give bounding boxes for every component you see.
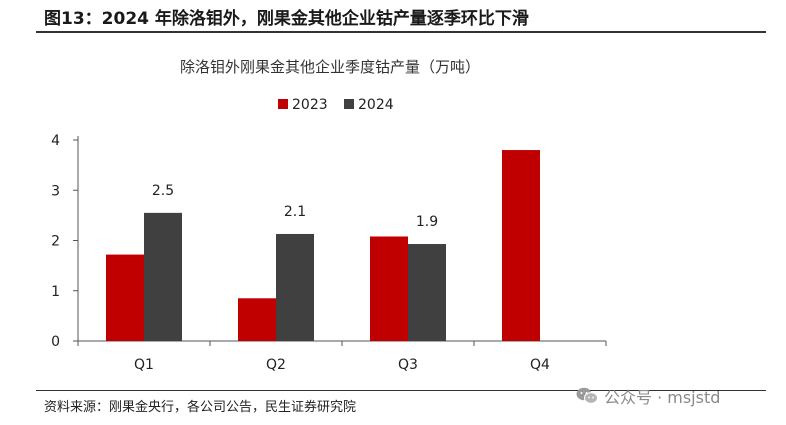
x-axis: Q1 Q2 Q3 Q4: [77, 340, 607, 373]
bar-2023-Q4: [502, 150, 540, 341]
bar-chart: 除洛钼外刚果金其他企业季度钴产量（万吨） 2023 2024 0 1 2 3 4 Q1 Q2…: [51, 58, 607, 373]
y-tick-label: 2: [51, 234, 60, 250]
y-tick-label: 1: [51, 284, 60, 300]
legend-label-2023: 2023: [292, 97, 328, 113]
data-label-2024-Q3: 1.9: [416, 214, 438, 230]
bar-2023-Q1: [106, 254, 144, 341]
bar-2024-Q1: [144, 212, 182, 341]
y-tick-label: 4: [51, 133, 60, 149]
x-tick-label: Q3: [398, 357, 418, 373]
legend-swatch-2023: [278, 99, 288, 109]
y-tick-label: 0: [51, 334, 60, 350]
y-tick-label: 3: [51, 183, 60, 199]
bar-2024-Q3: [408, 244, 446, 341]
watermark-text: 公众号 · msjstd: [604, 388, 721, 407]
x-tick-label: Q2: [266, 357, 286, 373]
bar-2023-Q3: [370, 236, 408, 341]
bar-2023-Q2: [238, 298, 276, 341]
y-axis: 0 1 2 3 4: [51, 133, 79, 350]
legend-label-2024: 2024: [358, 97, 394, 113]
x-tick-label: Q4: [530, 357, 550, 373]
source-note: 资料来源：刚果金央行，各公司公告，民生证券研究院: [44, 400, 357, 415]
legend-swatch-2024: [344, 99, 354, 109]
x-tick-label: Q1: [134, 357, 154, 373]
bar-2024-Q2: [276, 233, 314, 341]
chart-legend: 2023 2024: [278, 97, 394, 113]
chart-title: 除洛钼外刚果金其他企业季度钴产量（万吨）: [180, 58, 480, 76]
figure-title: 图13：2024 年除洛钼外，刚果金其他企业钴产量逐季环比下滑: [44, 9, 529, 29]
bars: [106, 150, 540, 341]
source-divider: [36, 390, 766, 391]
wechat-icon: [576, 387, 598, 404]
data-labels: 2.5 2.1 1.9: [152, 183, 438, 230]
title-divider: [36, 31, 766, 33]
data-label-2024-Q2: 2.1: [284, 204, 306, 220]
watermark: 公众号 · msjstd: [576, 385, 720, 407]
data-label-2024-Q1: 2.5: [152, 183, 174, 199]
